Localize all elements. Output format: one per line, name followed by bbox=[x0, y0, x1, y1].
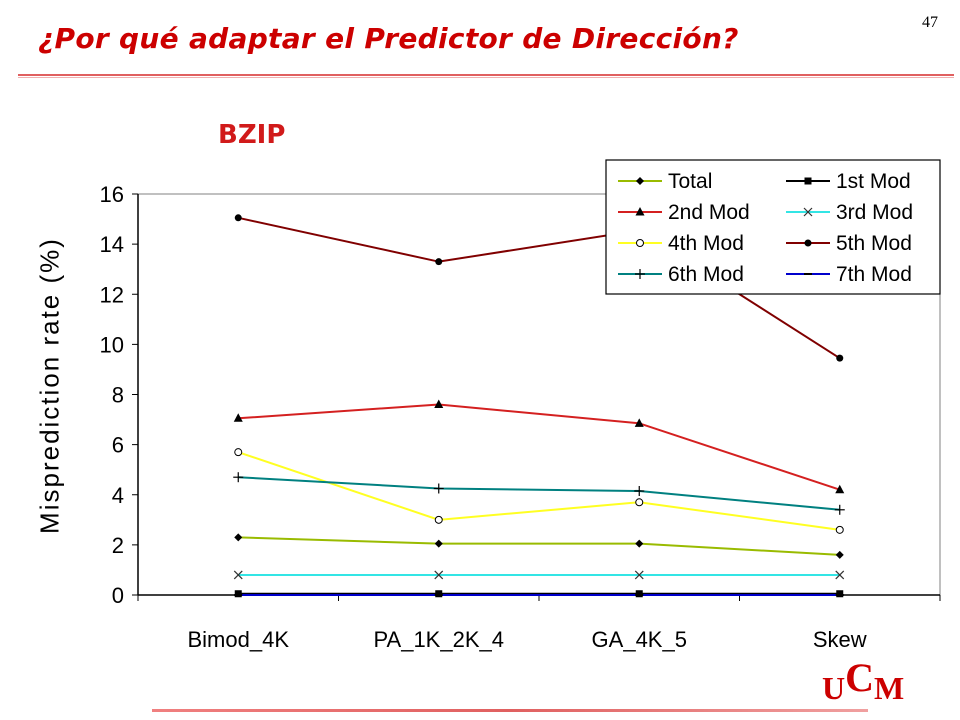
data-point bbox=[233, 413, 243, 422]
legend-item: 3rd Mod bbox=[786, 201, 913, 224]
series-line bbox=[238, 536, 840, 556]
y-tick-label: 14 bbox=[100, 232, 124, 257]
data-point bbox=[234, 533, 243, 542]
series-line bbox=[238, 476, 840, 511]
data-point bbox=[434, 399, 444, 409]
page-number: 47 bbox=[922, 14, 938, 31]
series-total bbox=[234, 533, 844, 559]
series-1st-mod bbox=[234, 590, 844, 598]
legend-label: 5th Mod bbox=[836, 232, 912, 255]
legend-item: 5th Mod bbox=[786, 232, 912, 255]
data-point bbox=[835, 570, 845, 580]
y-axis-label: Misprediction rate (%) bbox=[34, 237, 65, 534]
legend-label: 4th Mod bbox=[668, 232, 744, 255]
data-point bbox=[804, 177, 812, 185]
data-point bbox=[435, 590, 443, 598]
legend-item: 4th Mod bbox=[618, 232, 744, 255]
legend-label: 7th Mod bbox=[836, 263, 912, 286]
series-line bbox=[237, 451, 840, 531]
y-tick-label: 2 bbox=[112, 533, 124, 558]
legend-box bbox=[605, 159, 941, 295]
chart-legend: Total 1st Mod 2nd Mod 3rd Mod 4th Mod 5th Mod… bbox=[605, 159, 941, 295]
y-tick-label: 12 bbox=[100, 282, 124, 307]
data-point bbox=[635, 498, 644, 507]
data-point bbox=[804, 239, 812, 247]
data-point bbox=[433, 483, 444, 494]
data-point bbox=[836, 354, 844, 362]
data-point bbox=[635, 590, 643, 598]
series-6th-mod bbox=[233, 472, 845, 515]
y-tick-label: 4 bbox=[112, 483, 124, 508]
y-tick-label: 16 bbox=[100, 182, 124, 207]
legend-label: Total bbox=[668, 170, 712, 193]
marker-stroke bbox=[634, 570, 644, 580]
series-2nd-mod bbox=[233, 399, 845, 494]
legend-item: 7th Mod bbox=[786, 263, 912, 286]
legend-item: 1st Mod bbox=[786, 170, 911, 193]
data-point bbox=[434, 570, 444, 580]
legend-item: 6th Mod bbox=[618, 263, 744, 286]
data-point bbox=[835, 550, 844, 559]
x-tick-label: Skew bbox=[813, 627, 867, 652]
y-tick-label: 0 bbox=[112, 583, 124, 608]
data-point bbox=[635, 539, 644, 548]
data-point bbox=[233, 570, 243, 580]
x-tick-label: PA_1K_2K_4 bbox=[374, 627, 504, 652]
marker-stroke bbox=[803, 207, 813, 217]
data-point bbox=[836, 590, 844, 598]
data-point bbox=[634, 570, 644, 580]
legend-label: 2nd Mod bbox=[668, 201, 750, 224]
legend-label: 3rd Mod bbox=[836, 201, 913, 224]
data-point bbox=[634, 418, 644, 427]
data-point bbox=[834, 504, 845, 515]
marker-stroke bbox=[434, 570, 444, 580]
title-divider bbox=[18, 74, 954, 78]
data-point bbox=[434, 515, 443, 524]
logo-letter-m: M bbox=[874, 670, 905, 706]
footer-divider bbox=[152, 709, 868, 712]
slide-title: ¿Por qué adaptar el Predictor de Direcci… bbox=[38, 22, 739, 55]
series-line bbox=[238, 403, 841, 491]
data-point bbox=[835, 525, 844, 534]
data-point bbox=[803, 207, 813, 217]
legend-label: 6th Mod bbox=[668, 263, 744, 286]
data-point bbox=[634, 485, 645, 496]
legend-item: 2nd Mod bbox=[618, 201, 750, 224]
data-point bbox=[636, 239, 644, 247]
logo-letter-u: U bbox=[822, 670, 846, 706]
legend-item: Total bbox=[618, 170, 712, 193]
data-point bbox=[234, 448, 243, 457]
x-tick-label: GA_4K_5 bbox=[592, 627, 687, 652]
y-tick-label: 6 bbox=[112, 433, 124, 458]
marker-stroke bbox=[233, 570, 243, 580]
marker-stroke bbox=[835, 570, 845, 580]
x-tick-label: Bimod_4K bbox=[187, 627, 289, 652]
data-point bbox=[435, 258, 443, 266]
y-tick-label: 8 bbox=[112, 383, 124, 408]
legend-label: 1st Mod bbox=[836, 170, 911, 193]
data-point bbox=[233, 472, 244, 483]
data-point bbox=[636, 177, 644, 185]
data-point bbox=[234, 590, 242, 598]
data-point bbox=[635, 207, 645, 216]
data-point bbox=[635, 269, 645, 279]
series-4th-mod bbox=[234, 448, 844, 534]
data-point bbox=[234, 214, 242, 222]
chart-axes: 0 2 4 6 8 10 12 14 16 Bimod_4K PA_1K_2K_4 GA_4K_5 Sk… bbox=[100, 182, 941, 652]
logo-letter-c: C bbox=[845, 655, 874, 700]
chart-title: BZIP bbox=[218, 120, 286, 150]
series-3rd-mod bbox=[233, 570, 845, 580]
data-point bbox=[835, 484, 845, 494]
ucm-logo: UCM bbox=[822, 655, 905, 709]
data-point bbox=[434, 539, 443, 548]
y-tick-label: 10 bbox=[100, 332, 124, 357]
